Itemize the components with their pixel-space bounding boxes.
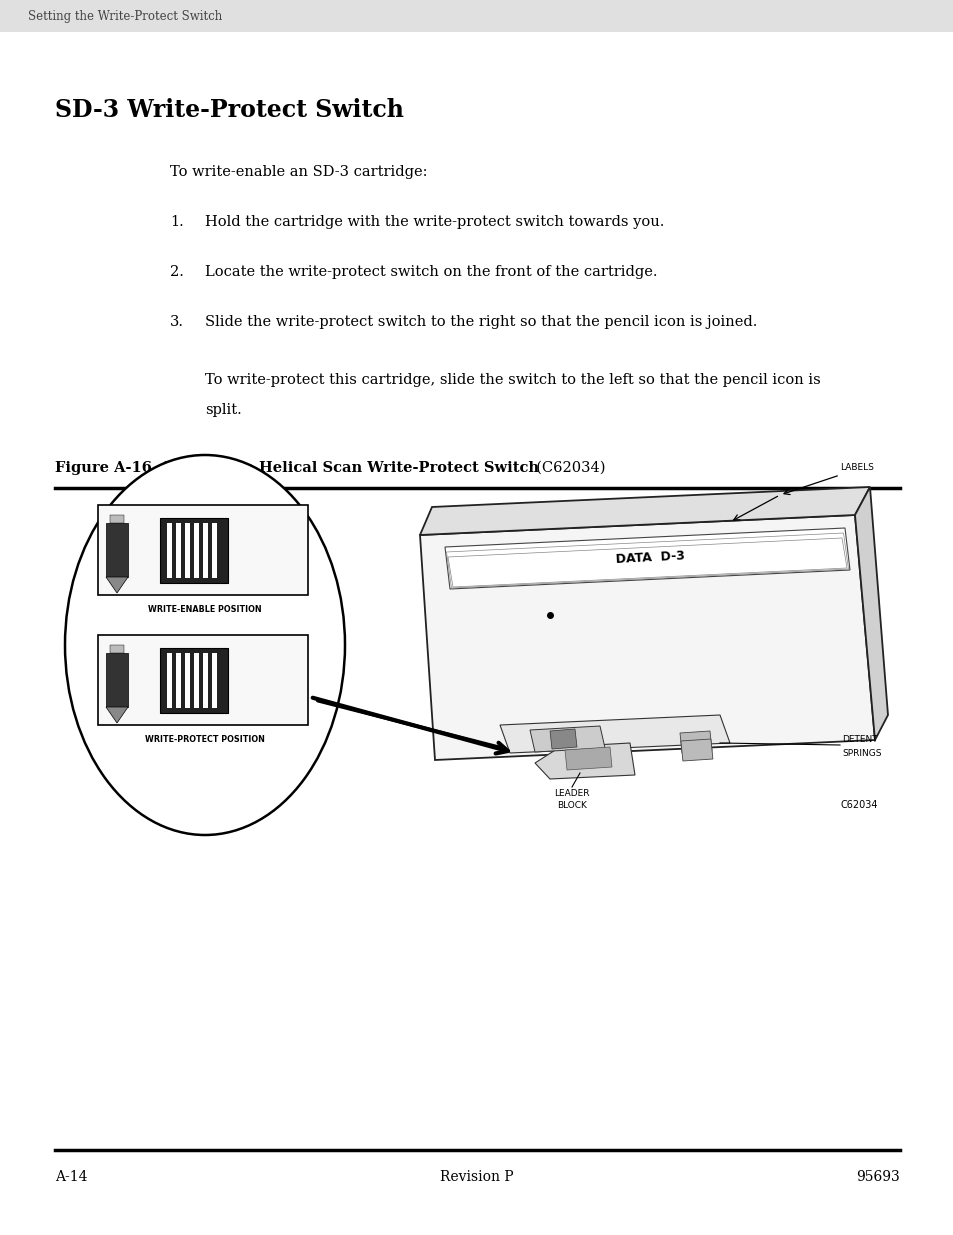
Bar bbox=[193, 653, 199, 708]
Bar bbox=[0, 0, 953, 32]
FancyArrowPatch shape bbox=[317, 700, 504, 748]
Polygon shape bbox=[444, 529, 849, 589]
Bar bbox=[106, 522, 128, 577]
Polygon shape bbox=[535, 743, 635, 779]
Text: Slide the write-protect switch to the right so that the pencil icon is joined.: Slide the write-protect switch to the ri… bbox=[205, 315, 757, 329]
Polygon shape bbox=[550, 729, 577, 748]
Text: DETENT: DETENT bbox=[841, 735, 877, 743]
Bar bbox=[193, 522, 199, 578]
Bar bbox=[175, 653, 181, 708]
Bar bbox=[185, 522, 190, 578]
Text: BLOCK: BLOCK bbox=[557, 800, 586, 809]
Polygon shape bbox=[680, 739, 712, 761]
Text: LABELS: LABELS bbox=[840, 462, 873, 472]
Polygon shape bbox=[106, 577, 128, 593]
Bar bbox=[160, 648, 228, 713]
Polygon shape bbox=[530, 726, 604, 752]
Text: 1.: 1. bbox=[170, 215, 184, 228]
Text: Hold the cartridge with the write-protect switch towards you.: Hold the cartridge with the write-protec… bbox=[205, 215, 663, 228]
Polygon shape bbox=[499, 715, 729, 753]
Polygon shape bbox=[854, 487, 887, 740]
Bar bbox=[212, 653, 216, 708]
Text: Revision P: Revision P bbox=[439, 1170, 514, 1184]
Text: Setting the Write-Protect Switch: Setting the Write-Protect Switch bbox=[28, 10, 222, 22]
Text: 95693: 95693 bbox=[856, 1170, 899, 1184]
Polygon shape bbox=[106, 706, 128, 722]
Polygon shape bbox=[564, 747, 612, 769]
Text: 3.: 3. bbox=[170, 315, 184, 329]
Bar bbox=[167, 653, 172, 708]
Text: A-14: A-14 bbox=[55, 1170, 88, 1184]
Bar bbox=[160, 517, 228, 583]
Bar bbox=[98, 505, 308, 595]
Bar bbox=[203, 653, 208, 708]
Bar bbox=[212, 522, 216, 578]
Polygon shape bbox=[419, 515, 874, 760]
Polygon shape bbox=[679, 731, 711, 753]
Bar bbox=[167, 522, 172, 578]
Text: LEADER: LEADER bbox=[554, 788, 589, 798]
Text: WRITE-PROTECT POSITION: WRITE-PROTECT POSITION bbox=[145, 735, 265, 743]
Bar bbox=[98, 635, 308, 725]
Text: To write-protect this cartridge, slide the switch to the left so that the pencil: To write-protect this cartridge, slide t… bbox=[205, 373, 820, 387]
Bar bbox=[185, 653, 190, 708]
Text: 2.: 2. bbox=[170, 266, 184, 279]
Bar bbox=[175, 522, 181, 578]
Bar bbox=[110, 515, 124, 522]
Text: WRITE-ENABLE POSITION: WRITE-ENABLE POSITION bbox=[148, 605, 261, 614]
Polygon shape bbox=[419, 487, 869, 535]
Bar bbox=[110, 645, 124, 653]
Text: DATA  D-3: DATA D-3 bbox=[615, 550, 684, 567]
Text: To write-enable an SD-3 cartridge:: To write-enable an SD-3 cartridge: bbox=[170, 165, 427, 179]
Bar bbox=[203, 522, 208, 578]
Text: split.: split. bbox=[205, 403, 241, 417]
Ellipse shape bbox=[65, 454, 345, 835]
Text: Figure A-16. Setting the Helical Scan Write-Protect Switch: Figure A-16. Setting the Helical Scan Wr… bbox=[55, 461, 538, 475]
Text: (C62034): (C62034) bbox=[526, 461, 605, 475]
Bar bbox=[106, 653, 128, 706]
Text: C62034: C62034 bbox=[840, 800, 877, 810]
Text: Locate the write-protect switch on the front of the cartridge.: Locate the write-protect switch on the f… bbox=[205, 266, 657, 279]
Text: SD-3 Write-Protect Switch: SD-3 Write-Protect Switch bbox=[55, 98, 403, 122]
Text: SPRINGS: SPRINGS bbox=[841, 748, 881, 757]
